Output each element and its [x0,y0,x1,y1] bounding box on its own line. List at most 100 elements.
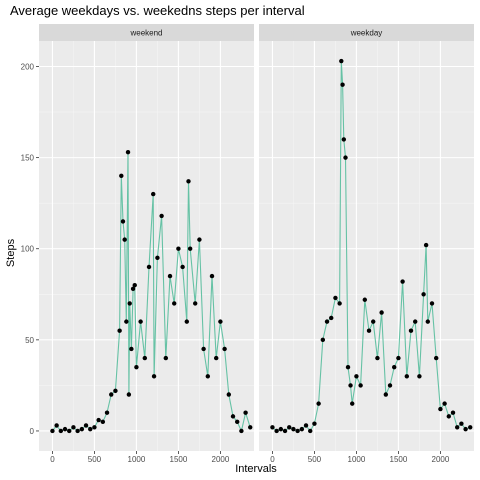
data-point [71,425,76,430]
data-point [151,374,157,379]
data-point [62,426,68,432]
panel-background [39,41,254,451]
data-point [104,410,110,415]
x-tick-label: 0 [50,455,55,464]
data-point [222,346,227,352]
strip-label-weekend: weekend [129,29,162,38]
data-point [348,383,353,388]
data-point [187,246,193,251]
data-point [343,155,348,160]
data-point [129,346,134,352]
data-point [146,264,152,270]
data-point [339,58,344,64]
y-tick-label: 150 [21,154,35,163]
data-point [371,319,376,324]
data-point [375,355,380,361]
y-tick-label: 0 [30,427,35,436]
data-point [270,425,275,430]
data-point [429,301,435,306]
data-point [127,301,132,306]
data-point [218,319,223,324]
data-point [400,279,405,284]
strip-background [259,24,474,41]
data-point [404,374,410,379]
data-point [125,149,131,155]
data-point [67,428,72,434]
x-tick-label: 1500 [390,455,408,464]
data-point [226,392,232,397]
data-point [438,406,443,412]
y-tick-label: 200 [21,63,35,72]
strip-label-weekday: weekday [350,29,383,38]
data-point [308,428,313,434]
data-point [278,426,284,432]
data-point [387,383,393,388]
data-point [299,426,305,432]
data-point [459,421,464,426]
y-axis-title: Steps [5,238,17,267]
data-point [287,425,292,430]
y-axis: 0 50 100 150 200 [21,63,39,436]
data-point [239,428,244,434]
chart-title: Average weekdays vs. weekedns steps per … [10,3,305,18]
data-point [54,423,59,428]
panel-weekday: weekday [259,24,474,451]
data-point [350,401,355,406]
data-point [75,428,80,434]
data-point [341,137,347,142]
data-point [425,319,431,324]
data-point [122,237,127,242]
data-point [193,301,198,306]
x-tick-label: 1000 [348,455,366,464]
data-point [134,364,139,370]
data-point [463,426,468,432]
x-tick-label: 1500 [170,455,188,464]
data-point [50,428,55,434]
data-point [138,319,143,324]
data-point [201,346,206,352]
data-point [408,328,414,333]
data-point [392,364,397,370]
data-point [303,423,309,428]
data-point [379,310,384,315]
x-axes: 0 500 1000 1500 2000 0 500 1000 1500 2000 [50,451,450,464]
data-point [417,374,422,379]
data-point [117,328,122,333]
data-point [230,414,236,419]
x-tick-label: 500 [308,455,322,464]
data-point [340,82,345,87]
x-tick-label: 2000 [432,455,450,464]
data-point [243,410,248,415]
data-point [172,301,177,306]
data-point [155,255,160,261]
y-tick-label: 50 [25,336,34,345]
data-point [205,374,211,379]
data-point [450,410,456,415]
data-point [235,419,240,425]
data-point [345,364,351,370]
data-point [442,401,447,406]
data-point [214,355,219,361]
data-point [142,355,148,361]
data-point [362,297,368,302]
x-tick-label: 0 [270,455,275,464]
data-point [358,383,363,388]
x-tick-label: 1000 [128,455,146,464]
data-point [455,425,460,430]
data-point [163,355,169,361]
data-point [96,417,101,423]
data-point [209,273,215,279]
data-point [383,392,389,397]
data-point [421,292,426,297]
data-point [468,425,473,430]
data-point [151,191,156,197]
data-point [446,414,452,419]
data-point [423,242,429,248]
data-point [184,319,190,324]
data-point [333,295,338,301]
data-point [113,388,118,394]
data-point [282,428,288,434]
data-point [329,315,334,321]
